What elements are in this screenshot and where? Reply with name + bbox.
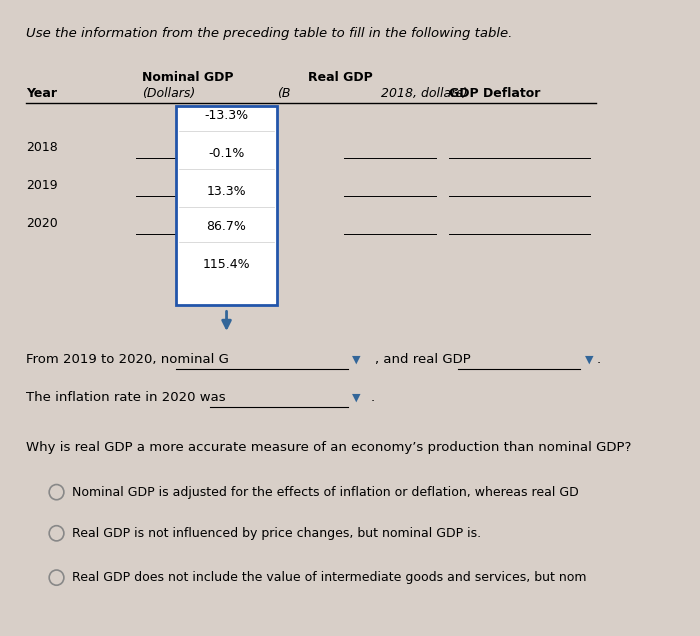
Text: 2018, dollars): 2018, dollars)	[382, 86, 468, 100]
Text: .: .	[370, 391, 374, 404]
Text: Why is real GDP a more accurate measure of an economy’s production than nominal : Why is real GDP a more accurate measure …	[26, 441, 631, 454]
Text: ▼: ▼	[584, 354, 593, 364]
Text: ▼: ▼	[352, 354, 361, 364]
Text: , and real GDP: , and real GDP	[375, 352, 471, 366]
Text: GDP Deflator: GDP Deflator	[449, 86, 540, 100]
Text: 115.4%: 115.4%	[203, 258, 251, 271]
Text: -0.1%: -0.1%	[209, 147, 245, 160]
Text: From 2019 to 2020, nominal G: From 2019 to 2020, nominal G	[26, 352, 229, 366]
Text: Nominal GDP is adjusted for the effects of inflation or deflation, whereas real : Nominal GDP is adjusted for the effects …	[72, 486, 579, 499]
Text: 13.3%: 13.3%	[206, 185, 246, 198]
FancyBboxPatch shape	[176, 106, 277, 305]
Text: 2018: 2018	[26, 141, 57, 153]
Text: Real GDP: Real GDP	[308, 71, 372, 84]
Text: Year: Year	[26, 86, 57, 100]
Text: ▼: ▼	[352, 392, 361, 402]
Text: (Dollars): (Dollars)	[142, 86, 195, 100]
Text: 2020: 2020	[26, 216, 57, 230]
Text: (B: (B	[277, 86, 290, 100]
Text: .: .	[597, 352, 601, 366]
Text: Real GDP does not include the value of intermediate goods and services, but nom: Real GDP does not include the value of i…	[72, 571, 587, 584]
Text: -13.3%: -13.3%	[204, 109, 248, 122]
Text: Use the information from the preceding table to fill in the following table.: Use the information from the preceding t…	[26, 27, 512, 39]
Text: The inflation rate in 2020 was: The inflation rate in 2020 was	[26, 391, 225, 404]
Text: 86.7%: 86.7%	[206, 219, 246, 233]
Text: Nominal GDP: Nominal GDP	[142, 71, 234, 84]
Text: 2019: 2019	[26, 179, 57, 191]
Text: Real GDP is not influenced by price changes, but nominal GDP is.: Real GDP is not influenced by price chan…	[72, 527, 481, 540]
